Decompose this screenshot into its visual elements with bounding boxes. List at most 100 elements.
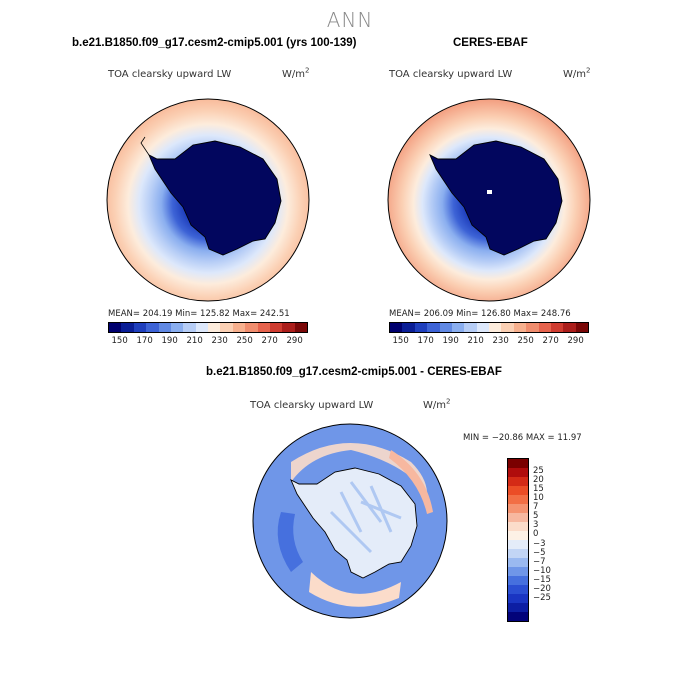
colorbar-swatch: [508, 495, 528, 504]
colorbar-swatch: [508, 576, 528, 585]
panel-3-variable: TOA clearsky upward LW: [250, 400, 374, 411]
colorbar-tick-label: −25: [533, 593, 551, 604]
panel-3-stats: MIN = −20.86 MAX = 11.97: [463, 433, 582, 443]
colorbar-swatch: [508, 477, 528, 486]
colorbar-tick-label: 20: [533, 474, 544, 485]
colorbar-swatch: [508, 549, 528, 558]
colorbar-swatch: [563, 323, 576, 332]
colorbar-tick-label: 270: [261, 336, 278, 346]
panel-1-units: W/m2: [282, 66, 310, 80]
panel-1-colorbar-labels: 150 170 190 210 230 250 270 290: [108, 336, 308, 348]
colorbar-swatch: [269, 323, 283, 332]
colorbar-swatch: [257, 323, 270, 332]
colorbar-tick-label: 25: [533, 465, 544, 476]
panel-1-map: [106, 98, 310, 302]
panel-2-units: W/m2: [563, 66, 591, 80]
colorbar-swatch: [508, 513, 528, 522]
colorbar-swatch: [183, 323, 196, 332]
colorbar-tick-label: −10: [533, 565, 551, 576]
colorbar-tick-label: −5: [533, 547, 546, 558]
panel-3-colorbar: [507, 458, 529, 622]
colorbar-swatch: [195, 323, 208, 332]
colorbar-swatch: [402, 323, 415, 332]
colorbar-swatch: [464, 323, 477, 332]
colorbar-swatch: [133, 323, 147, 332]
colorbar-tick-label: 10: [533, 493, 544, 503]
colorbar-swatch: [390, 323, 403, 332]
colorbar-tick-label: 230: [211, 336, 228, 346]
panel-2-map: [387, 98, 591, 302]
colorbar-swatch: [208, 323, 221, 332]
colorbar-tick-label: 170: [417, 336, 434, 346]
colorbar-swatch: [513, 323, 527, 332]
panel-3-colorbar-labels: 25 20 15 10 7 5 3 0 −3 −5 −7 −10 −15 −20 −25: [533, 458, 573, 622]
colorbar-tick-label: 0: [533, 529, 539, 540]
colorbar-tick-label: −15: [533, 575, 551, 585]
colorbar-swatch: [427, 323, 440, 332]
antarctica-coastline: [429, 140, 563, 256]
colorbar-swatch: [508, 540, 528, 549]
colorbar-swatch: [526, 323, 539, 332]
panel-3-units: W/m2: [423, 397, 451, 411]
colorbar-swatch: [501, 323, 514, 332]
colorbar-tick-label: 3: [533, 520, 539, 531]
colorbar-swatch: [508, 468, 528, 477]
colorbar-swatch: [282, 323, 295, 332]
panel-2-variable: TOA clearsky upward LW: [389, 69, 513, 80]
colorbar-tick-label: 290: [286, 336, 303, 346]
colorbar-tick-label: 7: [533, 502, 539, 513]
colorbar-tick-label: 210: [467, 336, 484, 346]
panel-1-colorbar: [108, 322, 308, 333]
colorbar-swatch: [508, 459, 528, 468]
panel-1-title: b.e21.B1850.f09_g17.cesm2-cmip5.001 (yrs…: [72, 37, 357, 49]
colorbar-swatch: [109, 323, 122, 332]
colorbar-tick-label: 270: [542, 336, 559, 346]
colorbar-swatch: [508, 612, 528, 621]
colorbar-swatch: [508, 504, 528, 513]
colorbar-tick-label: −3: [533, 538, 546, 549]
colorbar-swatch: [121, 323, 134, 332]
panel-2-title: CERES-EBAF: [453, 37, 528, 49]
colorbar-swatch: [550, 323, 564, 332]
colorbar-tick-label: 210: [186, 336, 203, 346]
colorbar-tick-label: 230: [492, 336, 509, 346]
colorbar-tick-label: −7: [533, 556, 546, 567]
antarctica-coastline: [290, 467, 418, 579]
colorbar-swatch: [508, 594, 528, 603]
colorbar-tick-label: 150: [111, 336, 128, 346]
colorbar-swatch: [575, 323, 588, 332]
panel-1-stats: MEAN= 204.19 Min= 125.82 Max= 242.51: [108, 309, 290, 319]
colorbar-tick-label: 250: [517, 336, 534, 346]
colorbar-swatch: [508, 486, 528, 495]
panel-1-variable: TOA clearsky upward LW: [108, 69, 232, 80]
panel-2-colorbar: [389, 322, 589, 333]
season-title: ANN: [326, 8, 374, 32]
colorbar-swatch: [508, 567, 528, 576]
antarctica-coastline: [148, 140, 282, 256]
colorbar-swatch: [220, 323, 233, 332]
colorbar-swatch: [538, 323, 551, 332]
panel-3-title: b.e21.B1850.f09_g17.cesm2-cmip5.001 - CE…: [206, 366, 502, 378]
colorbar-tick-label: 190: [442, 336, 459, 346]
colorbar-swatch: [508, 603, 528, 612]
colorbar-swatch: [294, 323, 307, 332]
colorbar-swatch: [245, 323, 258, 332]
colorbar-swatch: [489, 323, 502, 332]
panel-3-map: [252, 423, 448, 619]
colorbar-swatch: [508, 531, 528, 540]
colorbar-tick-label: 170: [136, 336, 153, 346]
colorbar-tick-label: 5: [533, 511, 539, 522]
panel-2-stats: MEAN= 206.09 Min= 126.80 Max= 248.76: [389, 309, 571, 319]
colorbar-swatch: [508, 522, 528, 531]
colorbar-swatch: [451, 323, 465, 332]
colorbar-tick-label: 190: [161, 336, 178, 346]
colorbar-tick-label: 15: [533, 483, 544, 494]
colorbar-swatch: [508, 585, 528, 594]
colorbar-swatch: [508, 558, 528, 567]
colorbar-swatch: [158, 323, 171, 332]
colorbar-swatch: [439, 323, 452, 332]
colorbar-swatch: [476, 323, 489, 332]
colorbar-tick-label: 250: [236, 336, 253, 346]
panel-2-colorbar-labels: 150 170 190 210 230 250 270 290: [389, 336, 589, 348]
colorbar-swatch: [414, 323, 428, 332]
